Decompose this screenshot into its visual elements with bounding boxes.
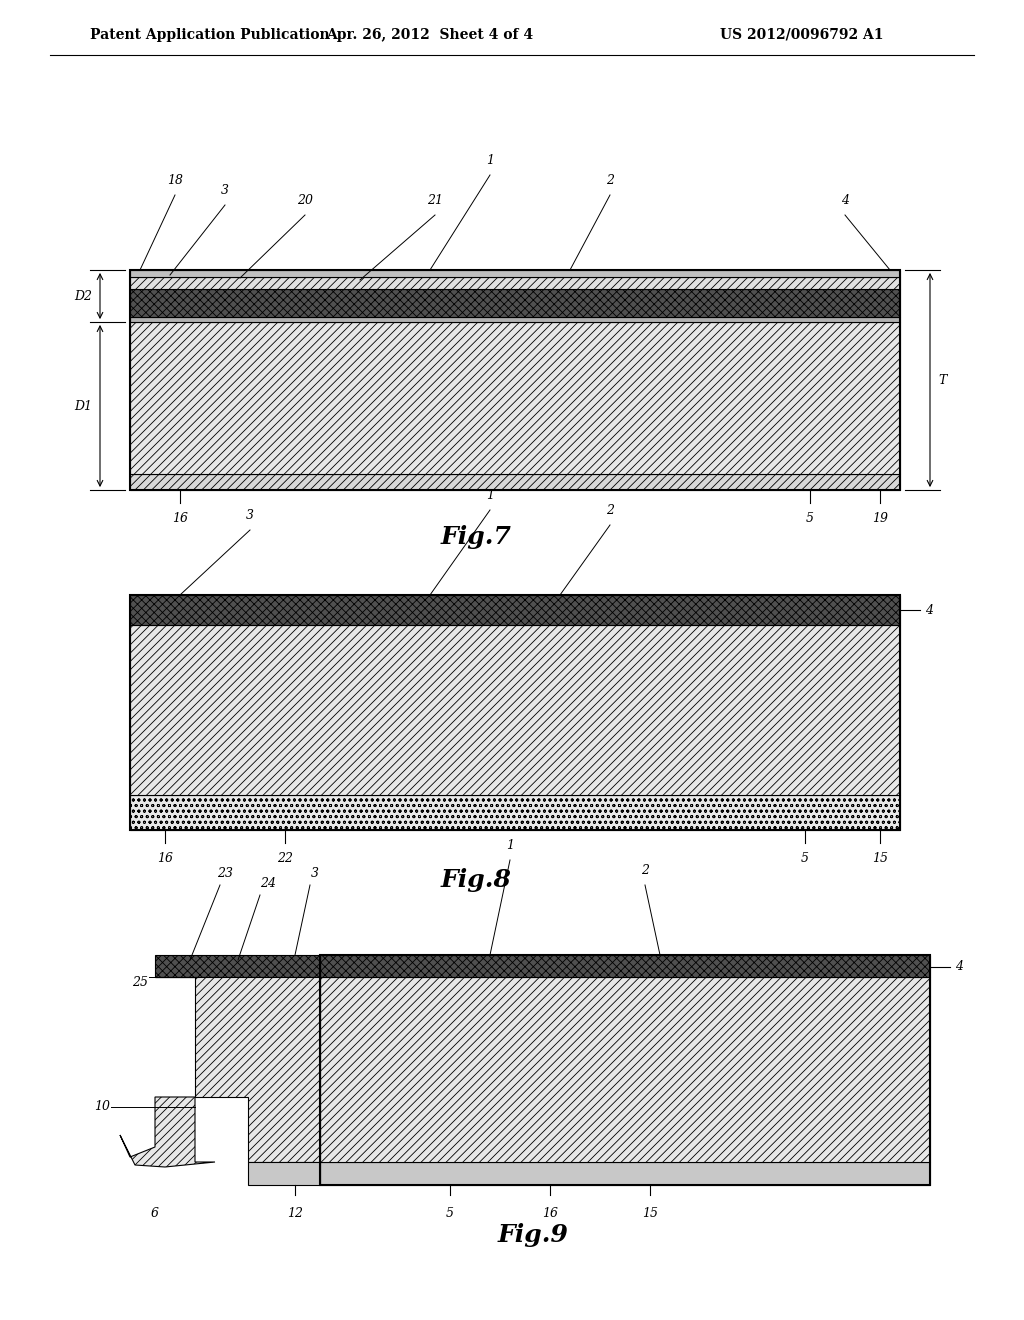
Bar	[130, 795, 900, 830]
Bar	[130, 595, 900, 624]
Bar	[130, 271, 900, 277]
Bar	[130, 595, 900, 830]
Bar	[130, 624, 900, 795]
Text: 1: 1	[506, 840, 514, 851]
Bar	[130, 317, 900, 322]
Text: 15: 15	[872, 851, 888, 865]
Text: 10: 10	[94, 1101, 110, 1114]
Polygon shape	[155, 977, 319, 1162]
Text: Patent Application Publication: Patent Application Publication	[90, 28, 330, 42]
Bar	[130, 474, 900, 490]
Text: US 2012/0096792 A1: US 2012/0096792 A1	[720, 28, 884, 42]
Text: 22: 22	[278, 851, 293, 865]
Text: Fig.9: Fig.9	[498, 1224, 569, 1247]
Text: T: T	[938, 374, 946, 387]
Bar	[319, 954, 930, 977]
Text: Fig.7: Fig.7	[441, 525, 512, 549]
Bar	[130, 289, 900, 317]
Polygon shape	[120, 1097, 215, 1167]
Text: 3: 3	[311, 867, 319, 880]
Text: 6: 6	[151, 1206, 159, 1220]
Text: Fig.8: Fig.8	[441, 869, 512, 892]
Text: 18: 18	[167, 174, 183, 187]
Text: 16: 16	[542, 1206, 558, 1220]
Text: 3: 3	[246, 510, 254, 521]
Text: 24: 24	[260, 876, 276, 890]
Text: 16: 16	[172, 512, 188, 525]
Text: 5: 5	[446, 1206, 454, 1220]
Text: D1: D1	[74, 400, 92, 412]
Bar	[319, 954, 930, 1185]
Text: 19: 19	[872, 512, 888, 525]
Text: 20: 20	[297, 194, 313, 207]
Text: 16: 16	[157, 851, 173, 865]
Text: 1: 1	[486, 488, 494, 502]
Text: Apr. 26, 2012  Sheet 4 of 4: Apr. 26, 2012 Sheet 4 of 4	[327, 28, 534, 42]
Text: D2: D2	[74, 289, 92, 302]
Polygon shape	[248, 1162, 319, 1185]
Text: 3: 3	[221, 183, 229, 197]
Text: 2: 2	[641, 865, 649, 876]
Bar	[130, 271, 900, 490]
Text: 5: 5	[806, 512, 814, 525]
Text: 25: 25	[132, 975, 148, 989]
Text: 15: 15	[642, 1206, 658, 1220]
Bar	[319, 977, 930, 1162]
Text: 4: 4	[955, 961, 963, 974]
Text: 4: 4	[841, 194, 849, 207]
Text: 4: 4	[925, 603, 933, 616]
Text: 2: 2	[606, 504, 614, 517]
Text: 5: 5	[801, 851, 809, 865]
Text: 12: 12	[287, 1206, 303, 1220]
Polygon shape	[155, 954, 319, 977]
Bar	[130, 277, 900, 289]
Text: 1: 1	[486, 154, 494, 168]
Bar	[130, 322, 900, 474]
Text: 2: 2	[606, 174, 614, 187]
Text: 21: 21	[427, 194, 443, 207]
Bar	[319, 1162, 930, 1185]
Text: 23: 23	[217, 867, 233, 880]
